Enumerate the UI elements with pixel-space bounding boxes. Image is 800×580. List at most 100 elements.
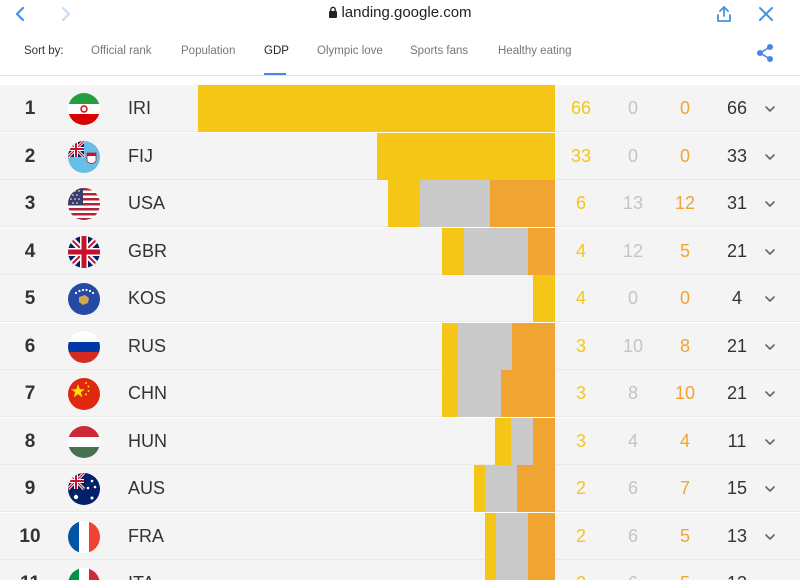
bronze-count: 5 — [679, 525, 690, 546]
chevron-down-icon[interactable] — [762, 481, 778, 497]
gold-count: 3 — [575, 335, 586, 356]
china-flag-icon — [68, 378, 100, 410]
bronze-count: 4 — [679, 430, 690, 451]
silver-count: 10 — [622, 335, 644, 356]
uk-flag-icon — [68, 235, 100, 268]
silver-bar-segment — [458, 322, 512, 370]
gold-bar-segment — [442, 227, 464, 275]
silver-bar-segment — [420, 180, 490, 227]
silver-count: 4 — [627, 430, 638, 451]
total-count: 21 — [726, 240, 748, 261]
medal-bar — [198, 180, 555, 227]
bronze-count: 5 — [665, 573, 705, 580]
sort-tab-gdp[interactable]: GDP — [264, 45, 289, 57]
url-bar[interactable]: landing.google.com — [0, 4, 800, 22]
chevron-down-icon[interactable] — [762, 244, 778, 260]
table-row[interactable]: 10 FRA 2 6 5 13 — [0, 512, 800, 560]
france-flag-icon — [68, 520, 100, 553]
rank: 9 — [24, 478, 36, 499]
hungary-flag-icon — [68, 425, 100, 458]
medal-bar — [198, 370, 555, 417]
chevron-down-icon[interactable] — [762, 291, 778, 307]
bronze-bar-segment — [490, 180, 555, 227]
forward-button[interactable] — [54, 2, 78, 26]
table-row[interactable]: 3 USA 6 13 12 31 — [0, 180, 800, 227]
sort-tab-official-rank[interactable]: Official rank — [91, 45, 152, 57]
bronze-bar-segment — [528, 512, 555, 560]
table-row[interactable]: 11 ITA 2 6 5 13 — [0, 560, 800, 580]
sort-tab-population[interactable]: Population — [181, 45, 236, 57]
rank: 7 — [24, 383, 36, 404]
chevron-down-icon[interactable] — [762, 529, 778, 545]
country-code: GBR — [128, 240, 168, 261]
medal-bar — [198, 417, 555, 465]
table-row[interactable]: 9 AUS 2 6 7 15 — [0, 465, 800, 512]
table-row[interactable]: 1 IRI 66 0 0 66 — [0, 85, 800, 132]
bronze-bar-segment — [501, 370, 555, 417]
silver-count: 8 — [627, 383, 638, 403]
table-row[interactable]: 8 HUN 3 4 4 11 — [0, 417, 800, 465]
sort-tab-sports-fans[interactable]: Sports fans — [410, 45, 469, 57]
share-button[interactable] — [754, 42, 776, 64]
country-code: FRA — [128, 525, 164, 546]
sort-tab-olympic-love[interactable]: Olympic love — [317, 45, 383, 57]
back-button[interactable] — [8, 2, 32, 26]
rank: 5 — [24, 288, 36, 309]
gold-bar-segment — [533, 275, 555, 322]
gold-bar-segment — [495, 417, 511, 465]
gold-count: 2 — [561, 573, 601, 580]
total-count: 66 — [726, 98, 748, 118]
total-count: 15 — [726, 478, 748, 498]
chevron-down-icon[interactable] — [762, 149, 778, 165]
silver-count: 6 — [627, 525, 638, 546]
chevron-down-icon[interactable] — [762, 101, 778, 117]
gold-bar-segment — [388, 180, 420, 227]
gold-bar-segment — [442, 322, 458, 370]
share-upload-icon — [717, 6, 731, 22]
country-code: AUS — [128, 478, 166, 498]
total-count: 4 — [731, 288, 742, 308]
bronze-bar-segment — [533, 417, 555, 465]
share-page-button[interactable] — [712, 2, 736, 26]
medal-bar — [198, 560, 555, 580]
country-code: CHN — [128, 383, 167, 403]
chevron-down-icon[interactable] — [762, 576, 778, 580]
usa-flag-icon — [68, 188, 100, 220]
italy-flag-icon — [68, 568, 100, 580]
rank: 8 — [24, 430, 36, 452]
medal-bar — [198, 512, 555, 560]
gold-bar-segment — [485, 512, 496, 560]
gold-count: 6 — [575, 193, 586, 213]
gold-count: 3 — [575, 383, 586, 403]
url-text: landing.google.com — [341, 4, 472, 21]
gold-count: 3 — [575, 430, 586, 451]
table-row[interactable]: 7 CHN 3 8 10 21 — [0, 370, 800, 417]
sort-tab-healthy-eating[interactable]: Healthy eating — [498, 45, 572, 57]
table-row[interactable]: 2 FIJ 33 0 0 33 — [0, 132, 800, 180]
chevron-down-icon[interactable] — [762, 196, 778, 212]
country-code: IRI — [128, 98, 152, 118]
chevron-right-icon — [61, 6, 71, 22]
gold-count: 33 — [570, 145, 592, 166]
close-button[interactable] — [754, 2, 778, 26]
silver-bar-segment — [496, 560, 528, 580]
table-row[interactable]: 5 KOS 4 0 0 4 — [0, 275, 800, 322]
total-count: 11 — [727, 430, 747, 451]
bronze-count: 0 — [679, 288, 690, 308]
active-tab-indicator — [264, 73, 286, 75]
gold-count: 2 — [575, 525, 586, 546]
chevron-down-icon[interactable] — [762, 434, 778, 450]
browser-toolbar: landing.google.com — [0, 0, 800, 28]
medal-bar — [198, 132, 555, 180]
chevron-down-icon[interactable] — [762, 339, 778, 355]
total-count: 31 — [726, 193, 748, 213]
bronze-count: 8 — [679, 335, 690, 356]
chevron-down-icon[interactable] — [762, 386, 778, 402]
table-row[interactable]: 6 RUS 3 10 8 21 — [0, 322, 800, 370]
country-code: HUN — [128, 430, 167, 451]
country-code: FIJ — [128, 145, 153, 166]
rank: 10 — [19, 525, 41, 547]
bronze-count: 7 — [679, 478, 690, 498]
table-row[interactable]: 4 GBR 4 12 5 21 — [0, 227, 800, 275]
rank: 4 — [24, 240, 36, 262]
